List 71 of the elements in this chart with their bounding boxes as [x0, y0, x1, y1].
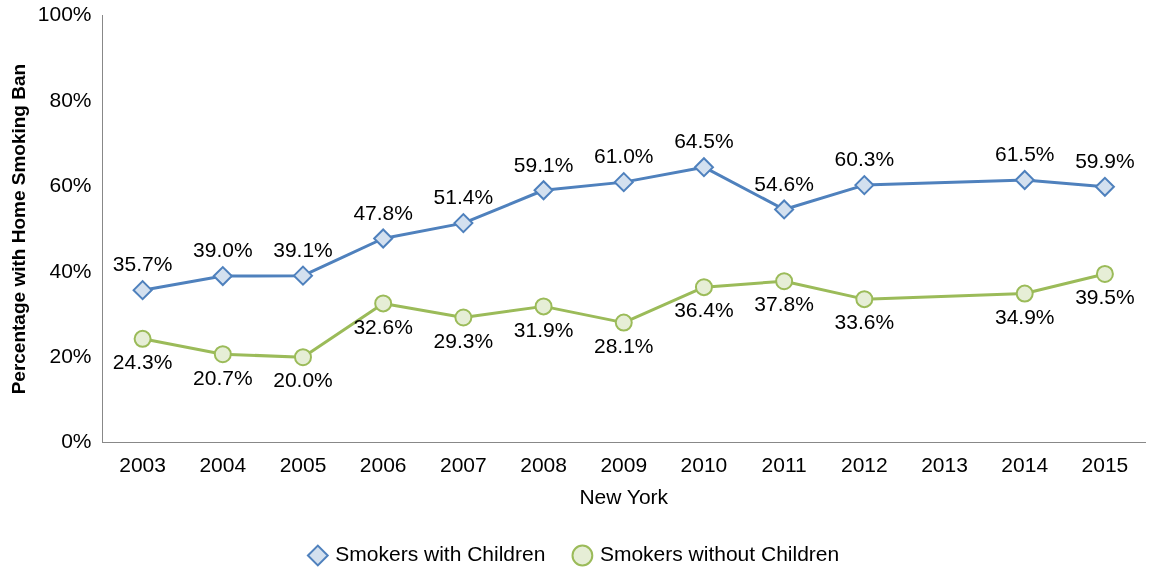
point: [1095, 264, 1114, 283]
data-label: 37.8%: [754, 292, 814, 316]
point: [374, 294, 393, 313]
point: [133, 329, 152, 348]
data-label: 32.6%: [353, 314, 413, 338]
point: [854, 175, 875, 196]
x-tick-label: 2011: [761, 453, 807, 476]
point: [693, 157, 714, 178]
x-tick-label: 2012: [840, 453, 888, 476]
data-label: 35.7%: [112, 252, 173, 276]
data-label: 20.7%: [193, 365, 253, 389]
data-label: 61.5%: [994, 142, 1055, 166]
data-label: 39.1%: [273, 237, 333, 261]
point: [1015, 284, 1034, 303]
data-label: 60.3%: [834, 147, 895, 171]
x-tick-label: 2009: [600, 453, 648, 476]
data-label: 39.0%: [193, 238, 253, 262]
point: [613, 172, 634, 193]
x-tick-label: 2003: [119, 453, 166, 476]
point: [694, 278, 713, 297]
data-label: 20.0%: [273, 368, 333, 392]
point: [534, 297, 553, 316]
point: [1094, 176, 1115, 197]
point: [533, 180, 554, 201]
legend-label: Smokers without Children: [599, 542, 840, 566]
data-label: 47.8%: [353, 200, 413, 224]
data-label: 51.4%: [433, 185, 494, 209]
x-tick-label: 2015: [1081, 453, 1129, 476]
y-tick-label: 100%: [37, 2, 92, 26]
data-label: 24.3%: [112, 350, 173, 374]
point: [293, 348, 312, 367]
y-tick-label: 80%: [49, 87, 92, 111]
y-tick-label: 40%: [49, 258, 92, 282]
data-label: 39.5%: [1075, 285, 1135, 309]
x-tick-label: 2010: [680, 453, 728, 476]
x-tick-label: 2004: [199, 453, 247, 476]
point: [614, 313, 633, 332]
y-axis-title: Percentage with Home Smoking Ban: [7, 63, 29, 395]
x-tick-label: 2005: [279, 453, 327, 476]
data-label: 33.6%: [834, 310, 895, 334]
point: [453, 213, 474, 234]
data-label: 31.9%: [513, 317, 574, 341]
legend-label: Smokers with Children: [335, 542, 546, 566]
point: [774, 199, 795, 220]
point: [213, 345, 232, 364]
data-label: 61.0%: [593, 144, 654, 168]
point: [1014, 170, 1035, 190]
point: [855, 290, 874, 309]
x-axis-title: New York: [579, 485, 669, 509]
data-label: 54.6%: [754, 171, 814, 195]
y-tick-label: 60%: [49, 173, 92, 197]
data-label: 36.4%: [674, 298, 734, 322]
x-tick-label: 2008: [520, 453, 567, 476]
x-tick-label: 2007: [440, 453, 487, 476]
point: [292, 265, 313, 286]
x-tick-label: 2013: [921, 453, 968, 476]
x-tick-label: 2006: [359, 453, 407, 476]
data-label: 28.1%: [593, 333, 654, 357]
data-label: 59.1%: [513, 152, 574, 176]
point: [132, 280, 153, 301]
point: [775, 272, 794, 291]
y-tick-label: 20%: [49, 344, 92, 367]
data-label: 64.5%: [674, 129, 734, 153]
point: [454, 308, 473, 327]
y-tick-label: 0%: [61, 429, 92, 453]
point: [212, 266, 233, 287]
point: [373, 228, 394, 249]
data-label: 29.3%: [433, 328, 494, 352]
data-label: 59.9%: [1075, 149, 1135, 173]
x-tick-label: 2014: [1001, 453, 1049, 476]
data-label: 34.9%: [994, 304, 1055, 328]
